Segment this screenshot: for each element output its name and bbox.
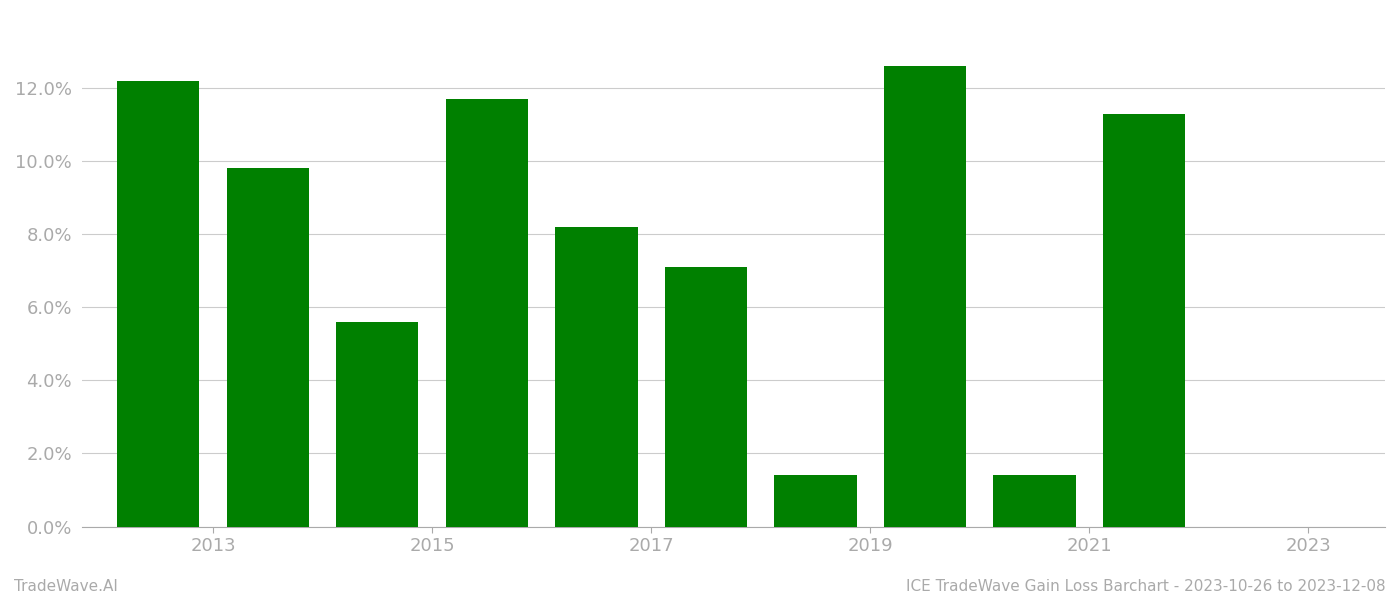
Bar — [227, 169, 309, 527]
Bar — [336, 322, 419, 527]
Text: ICE TradeWave Gain Loss Barchart - 2023-10-26 to 2023-12-08: ICE TradeWave Gain Loss Barchart - 2023-… — [906, 579, 1386, 594]
Text: TradeWave.AI: TradeWave.AI — [14, 579, 118, 594]
Bar — [445, 99, 528, 527]
Bar — [774, 475, 857, 527]
Bar — [994, 475, 1075, 527]
Bar — [118, 81, 199, 527]
Bar — [665, 267, 748, 527]
Bar — [1103, 113, 1186, 527]
Bar — [556, 227, 637, 527]
Bar — [883, 66, 966, 527]
